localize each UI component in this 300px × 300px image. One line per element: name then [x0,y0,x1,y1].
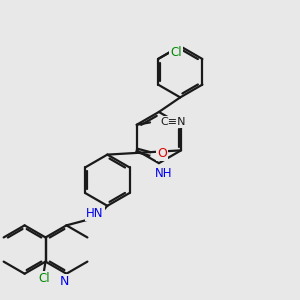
Text: HN: HN [86,207,104,220]
Text: O: O [157,147,167,161]
Text: Cl: Cl [170,46,182,59]
Text: N: N [60,275,69,288]
Text: NH: NH [154,167,172,180]
Text: C≡N: C≡N [160,117,185,127]
Text: Cl: Cl [38,272,50,285]
